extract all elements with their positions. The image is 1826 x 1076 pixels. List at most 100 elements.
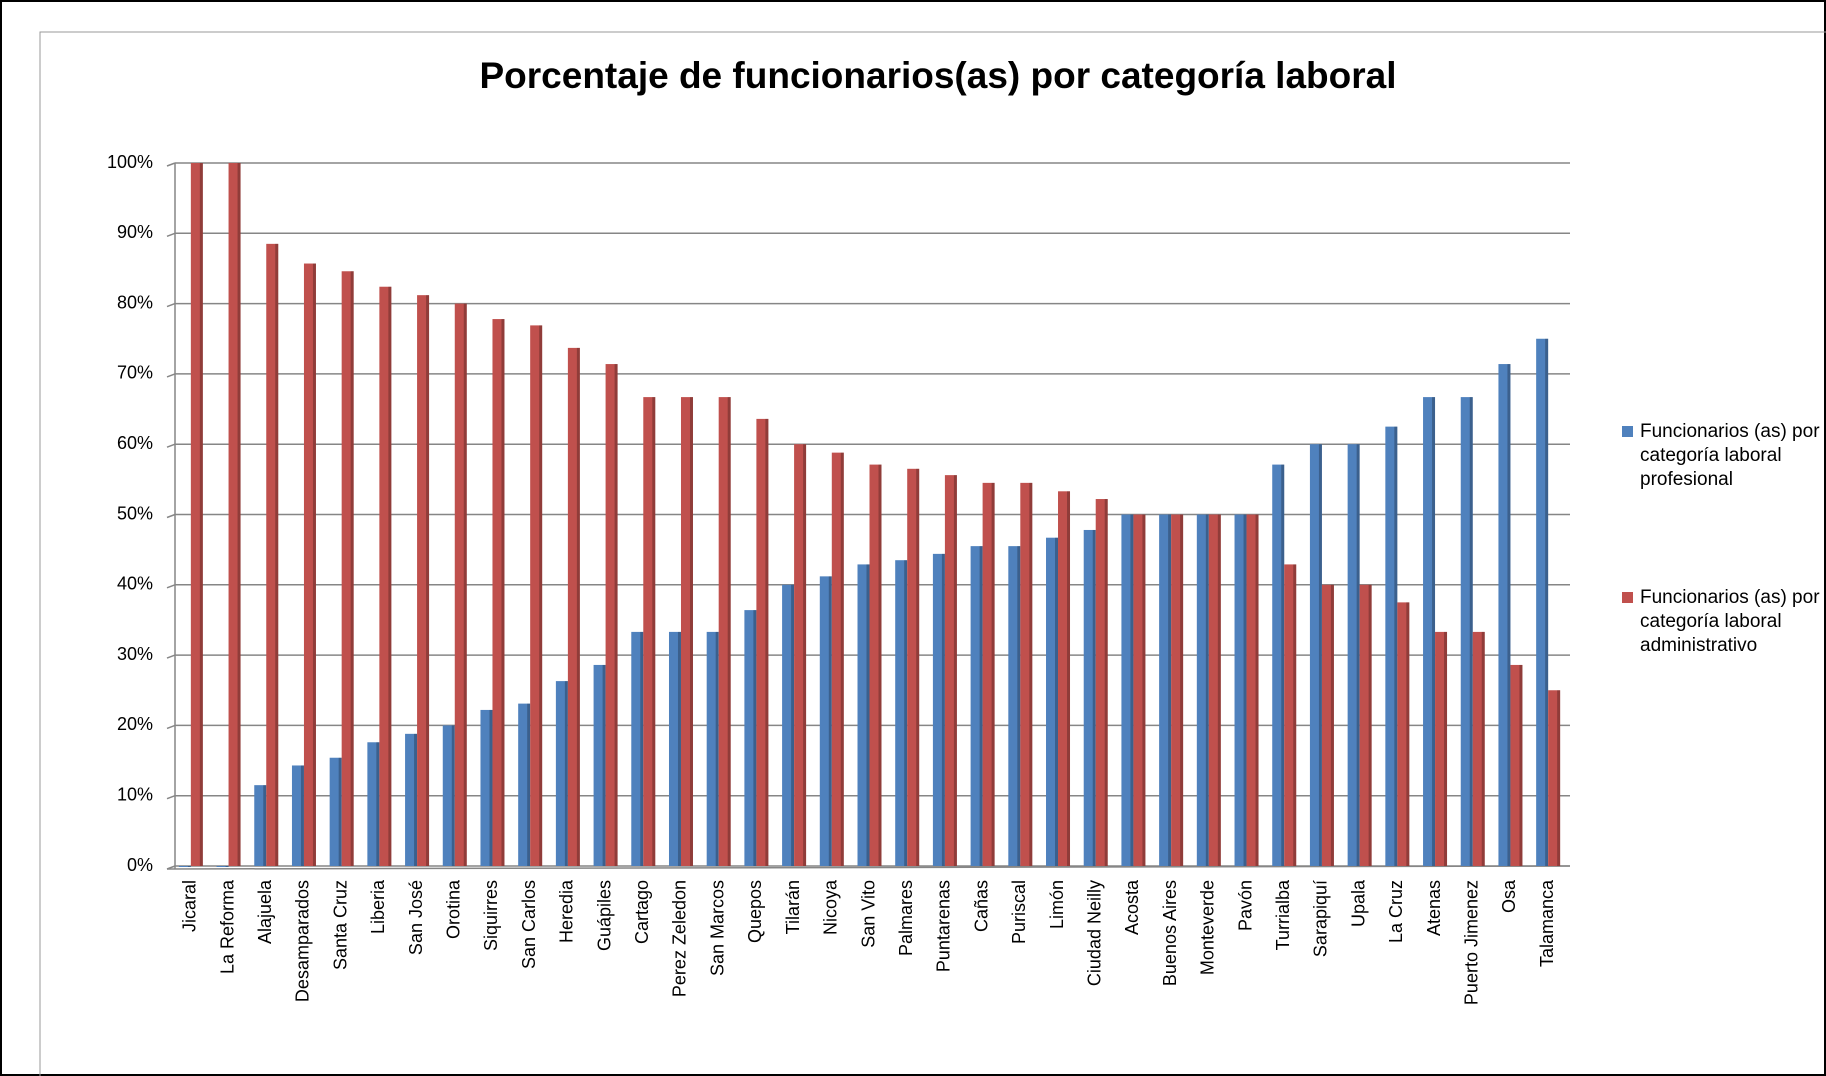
bar	[1234, 514, 1247, 866]
bar	[216, 866, 229, 867]
bar	[1159, 514, 1172, 866]
x-tick-label: Alajuela	[255, 879, 275, 944]
legend-swatch	[1622, 426, 1633, 437]
x-tick-label: Puriscal	[1009, 880, 1029, 944]
bar-side	[1281, 464, 1285, 866]
bar	[417, 295, 430, 866]
bar	[631, 631, 644, 866]
x-tick-label: Turrialba	[1273, 879, 1293, 950]
bar	[329, 757, 342, 866]
bar-side	[539, 325, 543, 866]
bar-side	[1432, 397, 1436, 866]
bar-side	[904, 560, 908, 866]
bar-side	[991, 482, 995, 866]
bar	[1208, 514, 1221, 866]
bar-side	[979, 546, 983, 866]
x-tick-label: Orotina	[444, 879, 464, 939]
bar	[492, 319, 505, 866]
bar	[1008, 546, 1021, 866]
y-tick	[166, 724, 176, 730]
x-tick-label: Tilarán	[783, 880, 803, 934]
y-tick	[166, 232, 176, 238]
x-tick-label: La Cruz	[1386, 880, 1406, 943]
bar-side	[527, 703, 531, 866]
bar-side	[225, 866, 229, 867]
bar-side	[1067, 491, 1071, 866]
bar	[454, 303, 467, 867]
x-tick-label: Acosta	[1122, 879, 1142, 935]
bar	[744, 610, 757, 866]
bar-side	[727, 397, 731, 866]
x-tick-label: San Vito	[858, 880, 878, 948]
bar	[680, 397, 693, 866]
bar	[1435, 631, 1448, 866]
bar-side	[828, 576, 832, 866]
x-tick-label: Limón	[1047, 880, 1067, 929]
bar	[555, 681, 568, 866]
bar	[291, 765, 304, 866]
bar	[1196, 514, 1209, 866]
bar	[857, 564, 870, 866]
bar-side	[564, 681, 568, 866]
bar-side	[640, 631, 644, 866]
bar	[1536, 338, 1549, 866]
y-tick-label: 100%	[107, 152, 153, 172]
bar-side	[376, 742, 380, 866]
y-tick	[166, 373, 176, 378]
y-tick	[166, 443, 176, 448]
x-tick-label: Pavón	[1235, 880, 1255, 931]
bar-side	[576, 347, 580, 866]
x-tick-label: Desamparados	[293, 880, 313, 1002]
bar	[178, 866, 191, 867]
bar-side	[1104, 499, 1108, 866]
bar	[480, 709, 493, 866]
y-tick-label: 10%	[117, 784, 153, 804]
bar-side	[1029, 482, 1033, 866]
bar-side	[1217, 514, 1221, 866]
x-tick-label: Guápiles	[594, 880, 614, 951]
bar-side	[677, 631, 681, 866]
bar-side	[1180, 514, 1184, 866]
bar	[1058, 491, 1071, 866]
bar-side	[803, 444, 807, 866]
bar	[982, 482, 995, 866]
bar	[1498, 364, 1511, 866]
y-tick-label: 40%	[117, 574, 153, 594]
bar	[405, 733, 418, 866]
y-tick-label: 90%	[117, 222, 153, 242]
y-tick-label: 30%	[117, 644, 153, 664]
bar-side	[1017, 546, 1021, 866]
bar-side	[715, 631, 719, 866]
x-tick-label: Sarapiquí	[1311, 880, 1331, 957]
bar	[970, 546, 983, 866]
bar	[442, 725, 455, 866]
bar-side	[463, 303, 467, 867]
bar-side	[1243, 514, 1247, 866]
bar-side	[1557, 690, 1561, 866]
bar-side	[1469, 397, 1473, 866]
bar-side	[489, 709, 493, 866]
y-tick	[166, 162, 176, 167]
bar-side	[878, 464, 882, 866]
y-tick	[166, 513, 176, 519]
bar-side	[1255, 514, 1259, 866]
bar	[1423, 397, 1436, 866]
x-tick-label: Liberia	[368, 879, 388, 934]
bar	[782, 584, 795, 866]
bar	[367, 742, 380, 866]
bar	[718, 397, 731, 866]
bar-side	[1394, 426, 1398, 866]
bar-side	[1444, 631, 1448, 866]
y-tick-label: 50%	[117, 503, 153, 523]
bar	[1095, 499, 1108, 866]
bar	[1133, 514, 1146, 866]
bar	[819, 576, 832, 866]
bar	[254, 785, 267, 866]
legend-entry: Funcionarios (as) por categoría laboral …	[1622, 420, 1822, 492]
bar-side	[753, 610, 757, 866]
bar-side	[1519, 664, 1523, 866]
x-tick-label: Talamanca	[1537, 879, 1557, 967]
bar-side	[199, 163, 203, 866]
x-tick-label: San Marcos	[707, 880, 727, 976]
